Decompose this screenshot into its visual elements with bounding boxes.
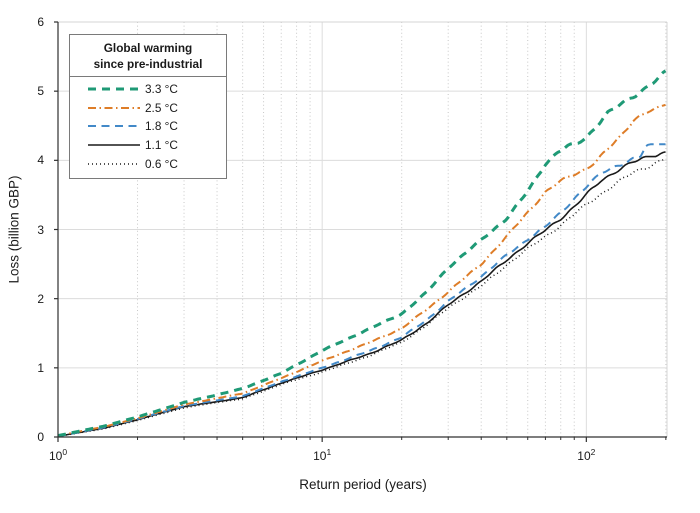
y-tick-label-2: 2 — [37, 291, 44, 306]
series-line-1.8 — [57, 143, 666, 438]
series-line-0.6 — [57, 158, 666, 438]
x-axis-title: Return period (years) — [299, 477, 427, 492]
series-line-1.1 — [57, 151, 666, 438]
x-tick-label-10^2: 102 — [577, 447, 596, 463]
legend-title-line2: since pre-industrial — [93, 57, 203, 71]
legend-label: 1.1 °C — [145, 138, 178, 153]
legend-label: 0.6 °C — [145, 156, 178, 171]
legend-title-line1: Global warming — [103, 41, 193, 55]
legend-line-sample — [88, 144, 140, 146]
legend-label: 3.3 °C — [145, 82, 178, 97]
legend-line-sample — [88, 106, 140, 109]
legend-label: 2.5 °C — [145, 100, 178, 115]
legend-line-sample — [88, 87, 140, 91]
legend-item: 3.3 °C — [70, 80, 226, 99]
y-tick-label-0: 0 — [37, 430, 44, 444]
legend-item: 0.6 °C — [70, 154, 226, 173]
y-tick-label-1: 1 — [37, 360, 44, 375]
series-line-3.3 — [57, 69, 667, 438]
legend-item: 2.5 °C — [70, 99, 226, 118]
legend-item-list: 3.3 °C 2.5 °C 1.8 °C 1.1 °C 0.6 °C — [70, 77, 226, 178]
legend-label: 1.8 °C — [145, 119, 178, 134]
legend-title: Global warming since pre-industrial — [70, 35, 226, 77]
x-tick-label-10^1: 101 — [313, 447, 332, 463]
x-tick-label-10^0: 100 — [48, 447, 68, 463]
legend-line-sample — [88, 125, 140, 128]
legend-item: 1.8 °C — [70, 117, 226, 136]
y-tick-label-4: 4 — [37, 153, 44, 168]
legend-item: 1.1 °C — [70, 136, 226, 155]
y-tick-label-5: 5 — [37, 84, 44, 99]
y-tick-label-6: 6 — [37, 15, 44, 29]
y-tick-label-3: 3 — [37, 222, 44, 237]
legend: Global warming since pre-industrial 3.3 … — [69, 34, 227, 179]
series-line-2.5 — [57, 103, 666, 437]
legend-line-sample — [88, 162, 140, 165]
